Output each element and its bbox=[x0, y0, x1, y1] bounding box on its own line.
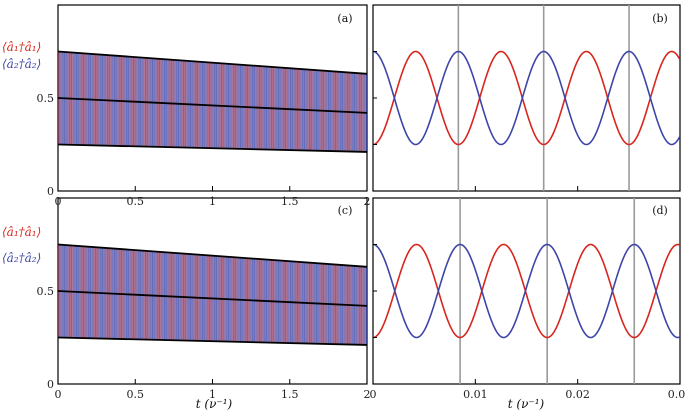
x-tick-label: 1 bbox=[209, 388, 216, 401]
x-tick-label: 0.02 bbox=[565, 388, 590, 401]
x-tick-label: 0 bbox=[55, 195, 62, 208]
panel-label-d: (d) bbox=[652, 204, 668, 217]
x-tick-label: 0.5 bbox=[127, 388, 145, 401]
band-c bbox=[58, 244, 367, 345]
x-tick-label: 0.03 bbox=[668, 388, 685, 401]
mean-line bbox=[58, 290, 367, 307]
y-tick-label: 0.5 bbox=[37, 92, 55, 105]
x-tick-label: 2 bbox=[364, 195, 371, 208]
panel-b-plot bbox=[373, 5, 680, 191]
x-tick-label: 1 bbox=[209, 195, 216, 208]
panel-c-plot bbox=[58, 243, 367, 346]
series-line-2 bbox=[373, 50, 680, 146]
envelope-upper bbox=[58, 243, 367, 268]
series-line-2 bbox=[373, 243, 680, 339]
panel-label-b: (b) bbox=[652, 12, 668, 25]
envelope-lower bbox=[58, 336, 367, 346]
mean-line bbox=[58, 97, 367, 114]
panel-a-plot bbox=[58, 50, 367, 153]
x-axis-label-left: t (ν⁻¹) bbox=[196, 397, 233, 411]
legend-series2-bottom: ⟨â₂†â₂⟩ bbox=[2, 251, 41, 265]
series-line-1 bbox=[373, 50, 680, 146]
panel-b-frame bbox=[372, 4, 681, 192]
y-tick-label: 0.5 bbox=[37, 285, 55, 298]
y-tick-label: 0 bbox=[47, 185, 54, 198]
series-line-1 bbox=[373, 243, 680, 339]
x-tick-label: 0.5 bbox=[127, 195, 145, 208]
envelope-lower bbox=[58, 143, 367, 153]
legend-series2-top: ⟨â₂†â₂⟩ bbox=[2, 57, 41, 71]
x-tick-label: 1.5 bbox=[281, 195, 299, 208]
x-tick-label: 0 bbox=[55, 388, 62, 401]
panel-label-c: (c) bbox=[338, 204, 353, 217]
x-tick-label: 0.01 bbox=[463, 388, 488, 401]
panel-label-a: (a) bbox=[337, 12, 352, 25]
legend-series1-top: ⟨â₁†â₁⟩ bbox=[2, 40, 41, 54]
x-tick-label: 1.5 bbox=[281, 388, 299, 401]
band-a bbox=[58, 51, 367, 152]
x-tick-label: 2 bbox=[364, 388, 371, 401]
legend-series1-bottom: ⟨â₁†â₁⟩ bbox=[2, 225, 41, 239]
x-tick-label: 0 bbox=[370, 388, 377, 401]
panel-d-plot bbox=[373, 198, 680, 384]
x-axis-label-right: t (ν⁻¹) bbox=[508, 397, 545, 411]
y-tick-label: 0 bbox=[47, 378, 54, 391]
envelope-upper bbox=[58, 50, 367, 75]
